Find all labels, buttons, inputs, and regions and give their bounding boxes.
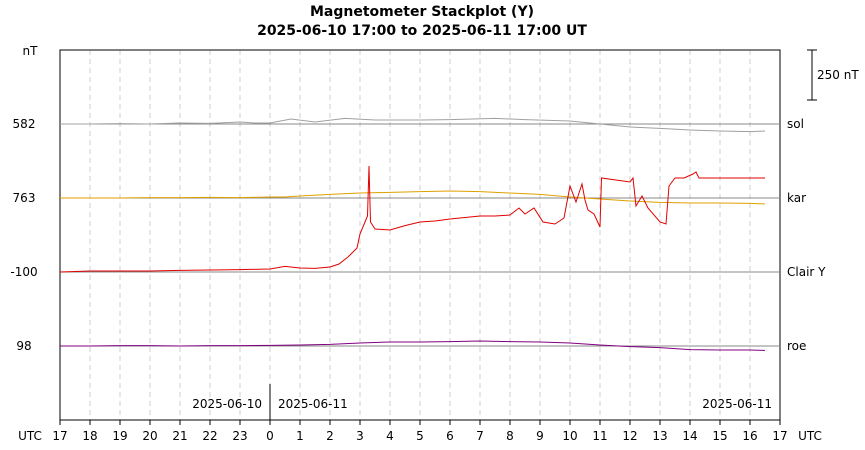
date-label-left: 2025-06-10 — [192, 397, 262, 411]
series-label: sol — [787, 117, 804, 131]
baseline-value: 763 — [13, 191, 36, 205]
x-tick-label: 9 — [536, 429, 544, 443]
x-tick-label: 7 — [476, 429, 484, 443]
series-line — [59, 165, 765, 273]
baseline-value: 98 — [16, 339, 31, 353]
x-tick-label: 18 — [82, 429, 97, 443]
x-tick-label: 11 — [592, 429, 607, 443]
series-line — [60, 340, 766, 351]
x-tick-label: 14 — [682, 429, 697, 443]
y-unit-label: nT — [23, 44, 39, 58]
x-tick-label: 3 — [356, 429, 364, 443]
x-tick-label: 10 — [562, 429, 577, 443]
series-line — [60, 190, 766, 205]
series-label: kar — [787, 191, 806, 205]
scale-bar-label: 250 nT — [817, 68, 859, 82]
baseline-value: 582 — [13, 117, 36, 131]
series-label: Clair Y — [787, 265, 826, 279]
x-tick-label: 2 — [326, 429, 334, 443]
series-label: roe — [787, 339, 806, 353]
x-tick-label: 15 — [712, 429, 727, 443]
x-tick-label: 22 — [202, 429, 217, 443]
series-labels: sol kar Clair Y roe — [787, 117, 826, 353]
x-axis-ticks: 17 18 19 20 21 22 23 0 1 2 3 4 5 6 7 8 9 10 11 12 13 14 15 16 17 — [52, 420, 788, 443]
x-tick-label: 16 — [742, 429, 757, 443]
x-tick-label: 17 — [52, 429, 67, 443]
x-tick-label: 12 — [622, 429, 637, 443]
x-tick-label: 13 — [652, 429, 667, 443]
date-label-right: 2025-06-11 — [278, 397, 348, 411]
date-label-end: 2025-06-11 — [702, 397, 772, 411]
x-unit-label-left: UTC — [18, 429, 42, 443]
series-line — [60, 117, 766, 133]
x-tick-label: 6 — [446, 429, 454, 443]
x-unit-label-right: UTC — [798, 429, 822, 443]
x-tick-label: 17 — [772, 429, 787, 443]
baseline-value: -100 — [10, 265, 37, 279]
x-tick-label: 19 — [112, 429, 127, 443]
x-tick-label: 20 — [142, 429, 157, 443]
scale-bar: 250 nT — [807, 49, 859, 101]
x-tick-label: 0 — [266, 429, 274, 443]
x-tick-label: 5 — [416, 429, 424, 443]
series-lines — [59, 117, 766, 351]
x-tick-label: 4 — [386, 429, 394, 443]
x-tick-label: 1 — [296, 429, 304, 443]
chart-subtitle: 2025-06-10 17:00 to 2025-06-11 17:00 UT — [257, 23, 587, 39]
chart-title: Magnetometer Stackplot (Y) — [310, 4, 534, 20]
x-tick-label: 8 — [506, 429, 514, 443]
x-tick-label: 21 — [172, 429, 187, 443]
grid-lines — [89, 50, 751, 420]
x-tick-label: 23 — [232, 429, 247, 443]
baseline-values: 582 763 -100 98 — [10, 117, 37, 353]
